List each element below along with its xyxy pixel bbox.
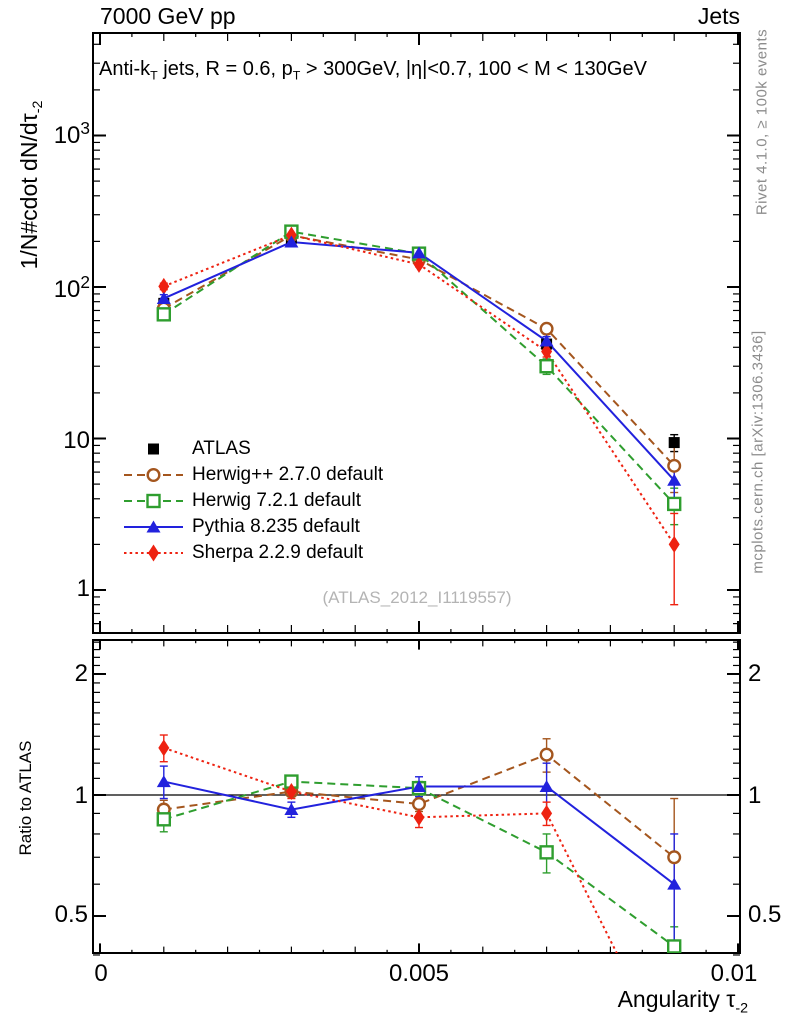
main-marker-Sherpa 2.2.9 default	[668, 535, 680, 553]
analysis-id-watermark: (ATLAS_2012_I1119557)	[322, 588, 512, 607]
main-marker-Sherpa 2.2.9 default	[541, 343, 553, 361]
ratio-marker-Pythia 8.235 default	[156, 775, 171, 788]
legend-label-herwig7: Herwig 7.2.1 default	[192, 490, 361, 511]
ratio-y-tick-2-left: 2	[74, 660, 88, 687]
main-series-layer	[156, 224, 682, 606]
mcplots-arxiv-note: mcplots.cern.ch [arXiv:1306.3436]	[749, 330, 767, 574]
ratio-frame	[92, 639, 741, 954]
ratio-marker-Sherpa 2.2.9 default	[413, 808, 425, 826]
main-marker-Pythia 8.235 default	[284, 235, 299, 248]
ratio-marker-Herwig++ 2.7.0 default	[412, 796, 427, 811]
ratio-marker-Herwig++ 2.7.0 default	[667, 850, 682, 865]
legend-marker-Sherpa 2.2.9 default	[148, 544, 159, 562]
ratio-series-layer	[156, 734, 682, 953]
ratio-marker-Pythia 8.235 default	[539, 779, 554, 792]
main-marker-Herwig++ 2.7.0 default	[667, 458, 682, 473]
ratio-marker-Herwig 7.2.1 default	[667, 939, 682, 953]
main-marker-ATLAS	[668, 437, 680, 449]
main-marker-Herwig++ 2.7.0 default	[539, 321, 554, 336]
x-tick-0005: 0.005	[388, 960, 450, 987]
ratio-marker-Herwig 7.2.1 default	[539, 845, 554, 860]
rivet-version-note: Rivet 4.1.0, ≥ 100k events	[753, 28, 771, 216]
main-marker-Sherpa 2.2.9 default	[413, 255, 425, 273]
legend-marker-ATLAS	[148, 443, 159, 455]
ratio-marker-Pythia 8.235 default	[284, 803, 299, 816]
ratio-y-tick-1-right: 1	[748, 782, 762, 809]
main-y-tick-10: 10	[63, 427, 90, 454]
ratio-line-Herwig++ 2.7.0 default	[163, 753, 675, 859]
main-y-tick-1: 1	[76, 575, 90, 602]
x-axis-label: Angularity τ-2	[617, 986, 748, 1017]
legend-marker-Herwig 7.2.1 default	[146, 493, 161, 509]
main-marker-Pythia 8.235 default	[667, 473, 682, 486]
main-marker-Sherpa 2.2.9 default	[158, 277, 170, 295]
main-marker-Sherpa 2.2.9 default	[285, 226, 297, 244]
selection-title: Anti-kT jets, R = 0.6, pT > 300GeV, |η|<…	[99, 58, 647, 83]
ratio-marker-Sherpa 2.2.9 default	[285, 783, 297, 801]
legend-label-sherpa: Sherpa 2.2.9 default	[192, 542, 364, 563]
ratio-marker-Sherpa 2.2.9 default	[541, 804, 553, 822]
ratio-y-tick-1-left: 1	[74, 782, 88, 809]
legend-label-atlas: ATLAS	[192, 438, 251, 459]
x-tick-0: 0	[94, 960, 108, 987]
ratio-marker-Sherpa 2.2.9 default	[158, 739, 170, 757]
legend-marker-Pythia 8.235 default	[146, 520, 161, 533]
main-marker-Pythia 8.235 default	[412, 246, 426, 259]
main-marker-Herwig 7.2.1 default	[667, 496, 682, 512]
main-marker-Herwig 7.2.1 default	[156, 307, 172, 322]
ratio-marker-Herwig++ 2.7.0 default	[539, 747, 554, 762]
main-frame	[92, 32, 741, 634]
analysis-group-label: Jets	[697, 3, 740, 29]
main-marker-Pythia 8.235 default	[156, 291, 171, 304]
legend-label-herwigpp: Herwig++ 2.7.0 default	[192, 464, 384, 485]
ratio-marker-Pythia 8.235 default	[412, 779, 426, 792]
main-y-tick-1e2: 102	[53, 272, 90, 303]
ratio-y-tick-05-right: 0.5	[748, 901, 782, 928]
main-line-Herwig 7.2.1 default	[163, 230, 675, 505]
main-marker-Herwig 7.2.1 default	[539, 359, 554, 374]
x-tick-001: 0.01	[710, 960, 758, 987]
ratio-y-tick-05-left: 0.5	[54, 901, 88, 928]
legend-label-pythia: Pythia 8.235 default	[192, 516, 360, 537]
ratio-marker-Pythia 8.235 default	[667, 877, 682, 890]
ratio-marker-Herwig 7.2.1 default	[156, 812, 172, 827]
ratio-y-tick-2-right: 2	[748, 660, 762, 687]
main-y-tick-1e3: 103	[53, 118, 90, 149]
beam-energy-label: 7000 GeV pp	[100, 3, 236, 29]
legend-marker-Herwig++ 2.7.0 default	[146, 468, 161, 483]
main-marker-Pythia 8.235 default	[539, 334, 554, 347]
